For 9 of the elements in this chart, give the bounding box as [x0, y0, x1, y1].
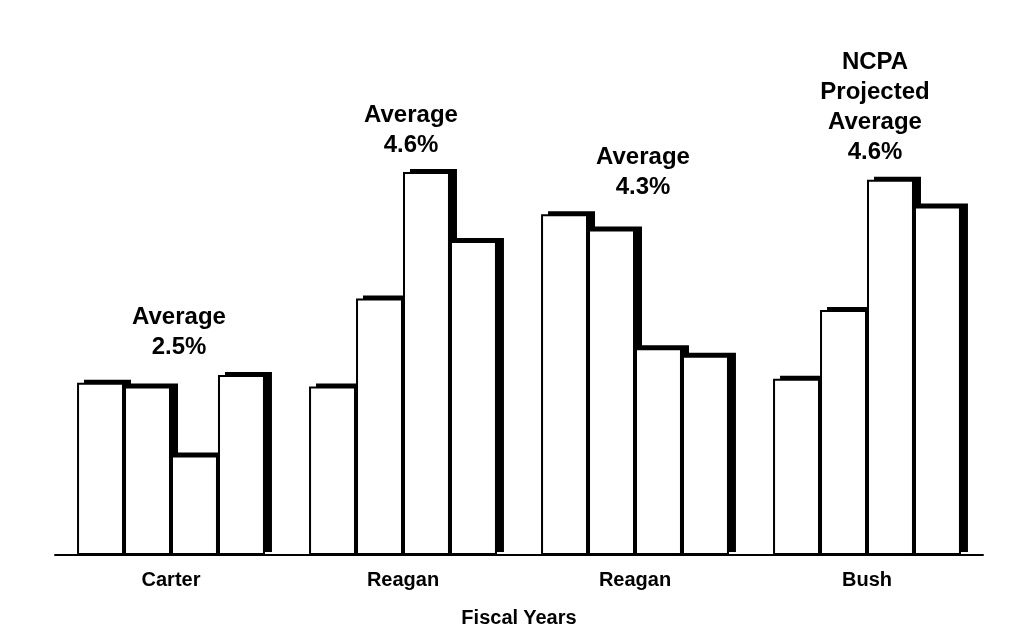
text: Average 4.6%	[364, 99, 458, 157]
annotation: Average 4.3%	[596, 141, 690, 199]
x-tick-label: Reagan	[366, 568, 440, 590]
x-tick-label: Carter	[141, 568, 201, 590]
text: NCPA Projected Average 4.6%	[820, 47, 930, 165]
x-tick-label: Reagan	[598, 568, 672, 590]
x-axis-title: Fiscal Years	[461, 606, 577, 628]
annotation: Average 2.5%	[132, 302, 226, 360]
x-tick-label: Bush	[842, 568, 892, 590]
